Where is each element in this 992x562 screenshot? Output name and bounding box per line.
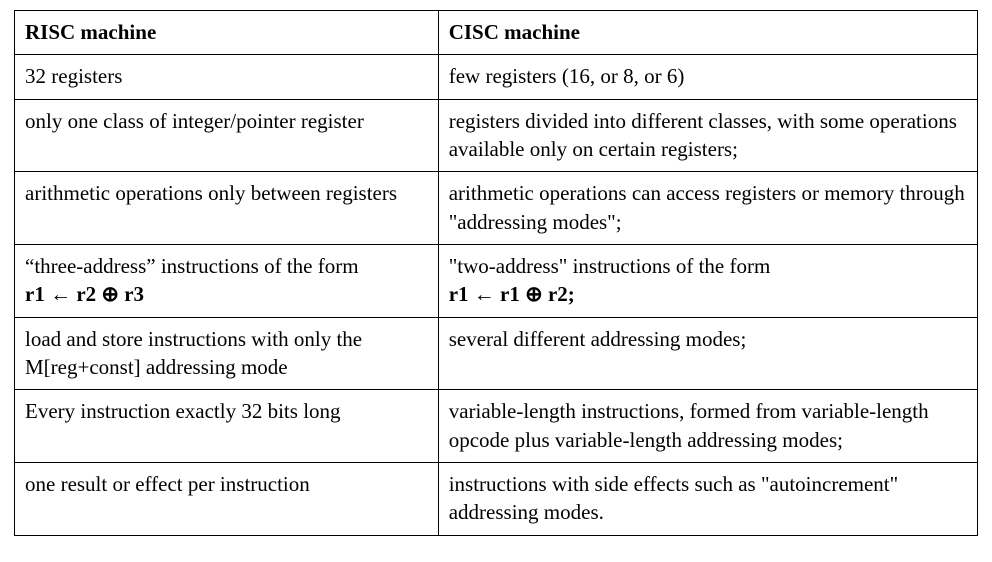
instruction-expression: r1 ← r1 ⊕ r2; (449, 282, 575, 306)
cell-risc: Every instruction exactly 32 bits long (15, 390, 439, 463)
cell-risc: 32 registers (15, 55, 439, 99)
table-row: one result or effect per instruction ins… (15, 463, 978, 536)
table-row: “three-address” instructions of the form… (15, 245, 978, 318)
table-header-row: RISC machine CISC machine (15, 11, 978, 55)
cell-cisc: instructions with side effects such as "… (438, 463, 977, 536)
instruction-expression: r1 ← r2 ⊕ r3 (25, 282, 144, 306)
cell-risc: load and store instructions with only th… (15, 317, 439, 390)
cell-cisc: few registers (16, or 8, or 6) (438, 55, 977, 99)
cell-cisc: "two-address" instructions of the form r… (438, 245, 977, 318)
cell-cisc: variable-length instructions, formed fro… (438, 390, 977, 463)
table-row: Every instruction exactly 32 bits long v… (15, 390, 978, 463)
cell-risc: only one class of integer/pointer regist… (15, 99, 439, 172)
table-row: load and store instructions with only th… (15, 317, 978, 390)
cell-cisc: arithmetic operations can access registe… (438, 172, 977, 245)
cell-text: “three-address” instructions of the form (25, 254, 359, 278)
cell-risc: one result or effect per instruction (15, 463, 439, 536)
cell-risc: arithmetic operations only between regis… (15, 172, 439, 245)
comparison-table: RISC machine CISC machine 32 registers f… (14, 10, 978, 536)
table-row: only one class of integer/pointer regist… (15, 99, 978, 172)
cell-cisc: registers divided into different classes… (438, 99, 977, 172)
column-header-cisc: CISC machine (438, 11, 977, 55)
cell-text: "two-address" instructions of the form (449, 254, 771, 278)
table-row: 32 registers few registers (16, or 8, or… (15, 55, 978, 99)
cell-risc: “three-address” instructions of the form… (15, 245, 439, 318)
cell-cisc: several different addressing modes; (438, 317, 977, 390)
column-header-risc: RISC machine (15, 11, 439, 55)
table-row: arithmetic operations only between regis… (15, 172, 978, 245)
